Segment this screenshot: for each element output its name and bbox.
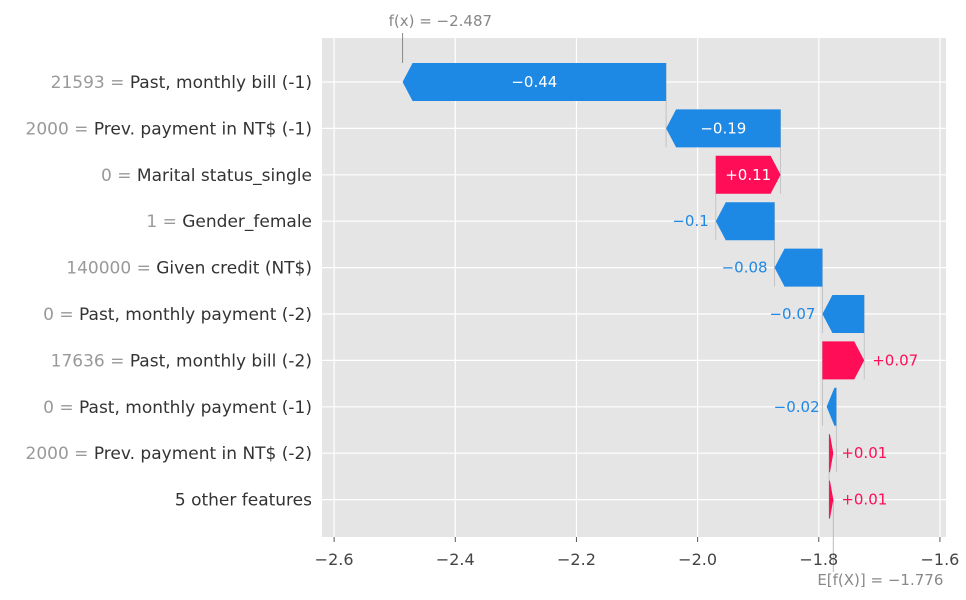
grid-lines — [322, 38, 946, 537]
feature-label-4: 140000 = Given credit (NT$) — [66, 259, 312, 279]
feature-value-2: 0 = — [101, 166, 137, 186]
feature-label-2: 0 = Marital status_single — [101, 166, 312, 186]
x-tick-label-5: −1.6 — [921, 550, 960, 569]
bar-label-0: −0.44 — [511, 73, 557, 91]
x-tick-label-0: −2.6 — [315, 550, 354, 569]
bar-label-6: +0.07 — [872, 351, 918, 369]
bar-8 — [829, 434, 834, 473]
x-tick-label-4: −1.8 — [799, 550, 838, 569]
feature-name-2: Marital status_single — [137, 166, 312, 186]
bar-label-9: +0.01 — [841, 491, 887, 509]
feature-name-0: Past, monthly bill (-1) — [130, 73, 312, 93]
base-label: E[f(X)] = −1.776 — [817, 571, 943, 589]
feature-label-9: 5 other features — [175, 491, 312, 511]
feature-value-5: 0 = — [43, 305, 79, 325]
bar-label-3: −0.1 — [672, 212, 708, 230]
feature-value-4: 140000 = — [66, 259, 156, 279]
feature-name-3: Gender_female — [182, 212, 312, 232]
bars-layer: −0.44 −0.19 +0.11 −0.1 −0.08 −0.07 +0.07 −0.02 +… — [402, 63, 918, 519]
feature-name-4: Given credit (NT$) — [156, 259, 312, 279]
bar-label-5: −0.07 — [769, 305, 815, 323]
feature-label-3: 1 = Gender_female — [146, 212, 312, 232]
fx-label: f(x) = −2.487 — [389, 12, 492, 30]
bar-label-2: +0.11 — [725, 166, 771, 184]
feature-name-9: 5 other features — [175, 491, 312, 511]
annotations: f(x) = −2.487 E[f(X)] = −1.776 — [389, 12, 944, 589]
feature-value-3: 1 = — [146, 212, 182, 232]
bar-label-8: +0.01 — [841, 444, 887, 462]
bar-label-7: −0.02 — [774, 398, 820, 416]
feature-label-0: 21593 = Past, monthly bill (-1) — [51, 73, 312, 93]
feature-label-7: 0 = Past, monthly payment (-1) — [43, 398, 312, 418]
feature-value-8: 2000 = — [26, 444, 94, 464]
bar-label-4: −0.08 — [722, 259, 768, 277]
x-tick-label-3: −2.0 — [678, 550, 717, 569]
bar-label-1: −0.19 — [700, 119, 746, 137]
bar-0 — [402, 63, 667, 101]
bar-3 — [715, 202, 775, 241]
feature-label-1: 2000 = Prev. payment in NT$ (-1) — [26, 119, 312, 139]
x-tick-label-2: −2.2 — [557, 550, 596, 569]
feature-name-8: Prev. payment in NT$ (-2) — [94, 444, 312, 464]
plot-background — [322, 38, 946, 537]
feature-labels: 21593 = Past, monthly bill (-1) 2000 = Pr… — [26, 73, 313, 511]
feature-label-6: 17636 = Past, monthly bill (-2) — [51, 351, 312, 371]
bar-9 — [829, 480, 834, 519]
x-axis: −2.6 −2.4 −2.2 −2.0 −1.8 −1.6 — [315, 537, 960, 569]
feature-label-8: 2000 = Prev. payment in NT$ (-2) — [26, 444, 312, 464]
feature-name-7: Past, monthly payment (-1) — [79, 398, 312, 418]
feature-name-1: Prev. payment in NT$ (-1) — [94, 119, 312, 139]
feature-value-1: 2000 = — [26, 119, 94, 139]
bar-5 — [822, 295, 865, 333]
feature-name-5: Past, monthly payment (-2) — [79, 305, 312, 325]
bar-2 — [715, 155, 781, 194]
bar-7 — [826, 387, 837, 426]
feature-value-7: 0 = — [43, 398, 79, 418]
bar-4 — [774, 248, 823, 287]
x-tick-label-1: −2.4 — [436, 550, 475, 569]
bar-1 — [666, 109, 781, 148]
feature-value-6: 17636 = — [51, 351, 130, 371]
bar-6 — [822, 341, 865, 380]
feature-name-6: Past, monthly bill (-2) — [130, 351, 312, 371]
feature-value-0: 21593 = — [51, 73, 130, 93]
feature-label-5: 0 = Past, monthly payment (-2) — [43, 305, 312, 325]
